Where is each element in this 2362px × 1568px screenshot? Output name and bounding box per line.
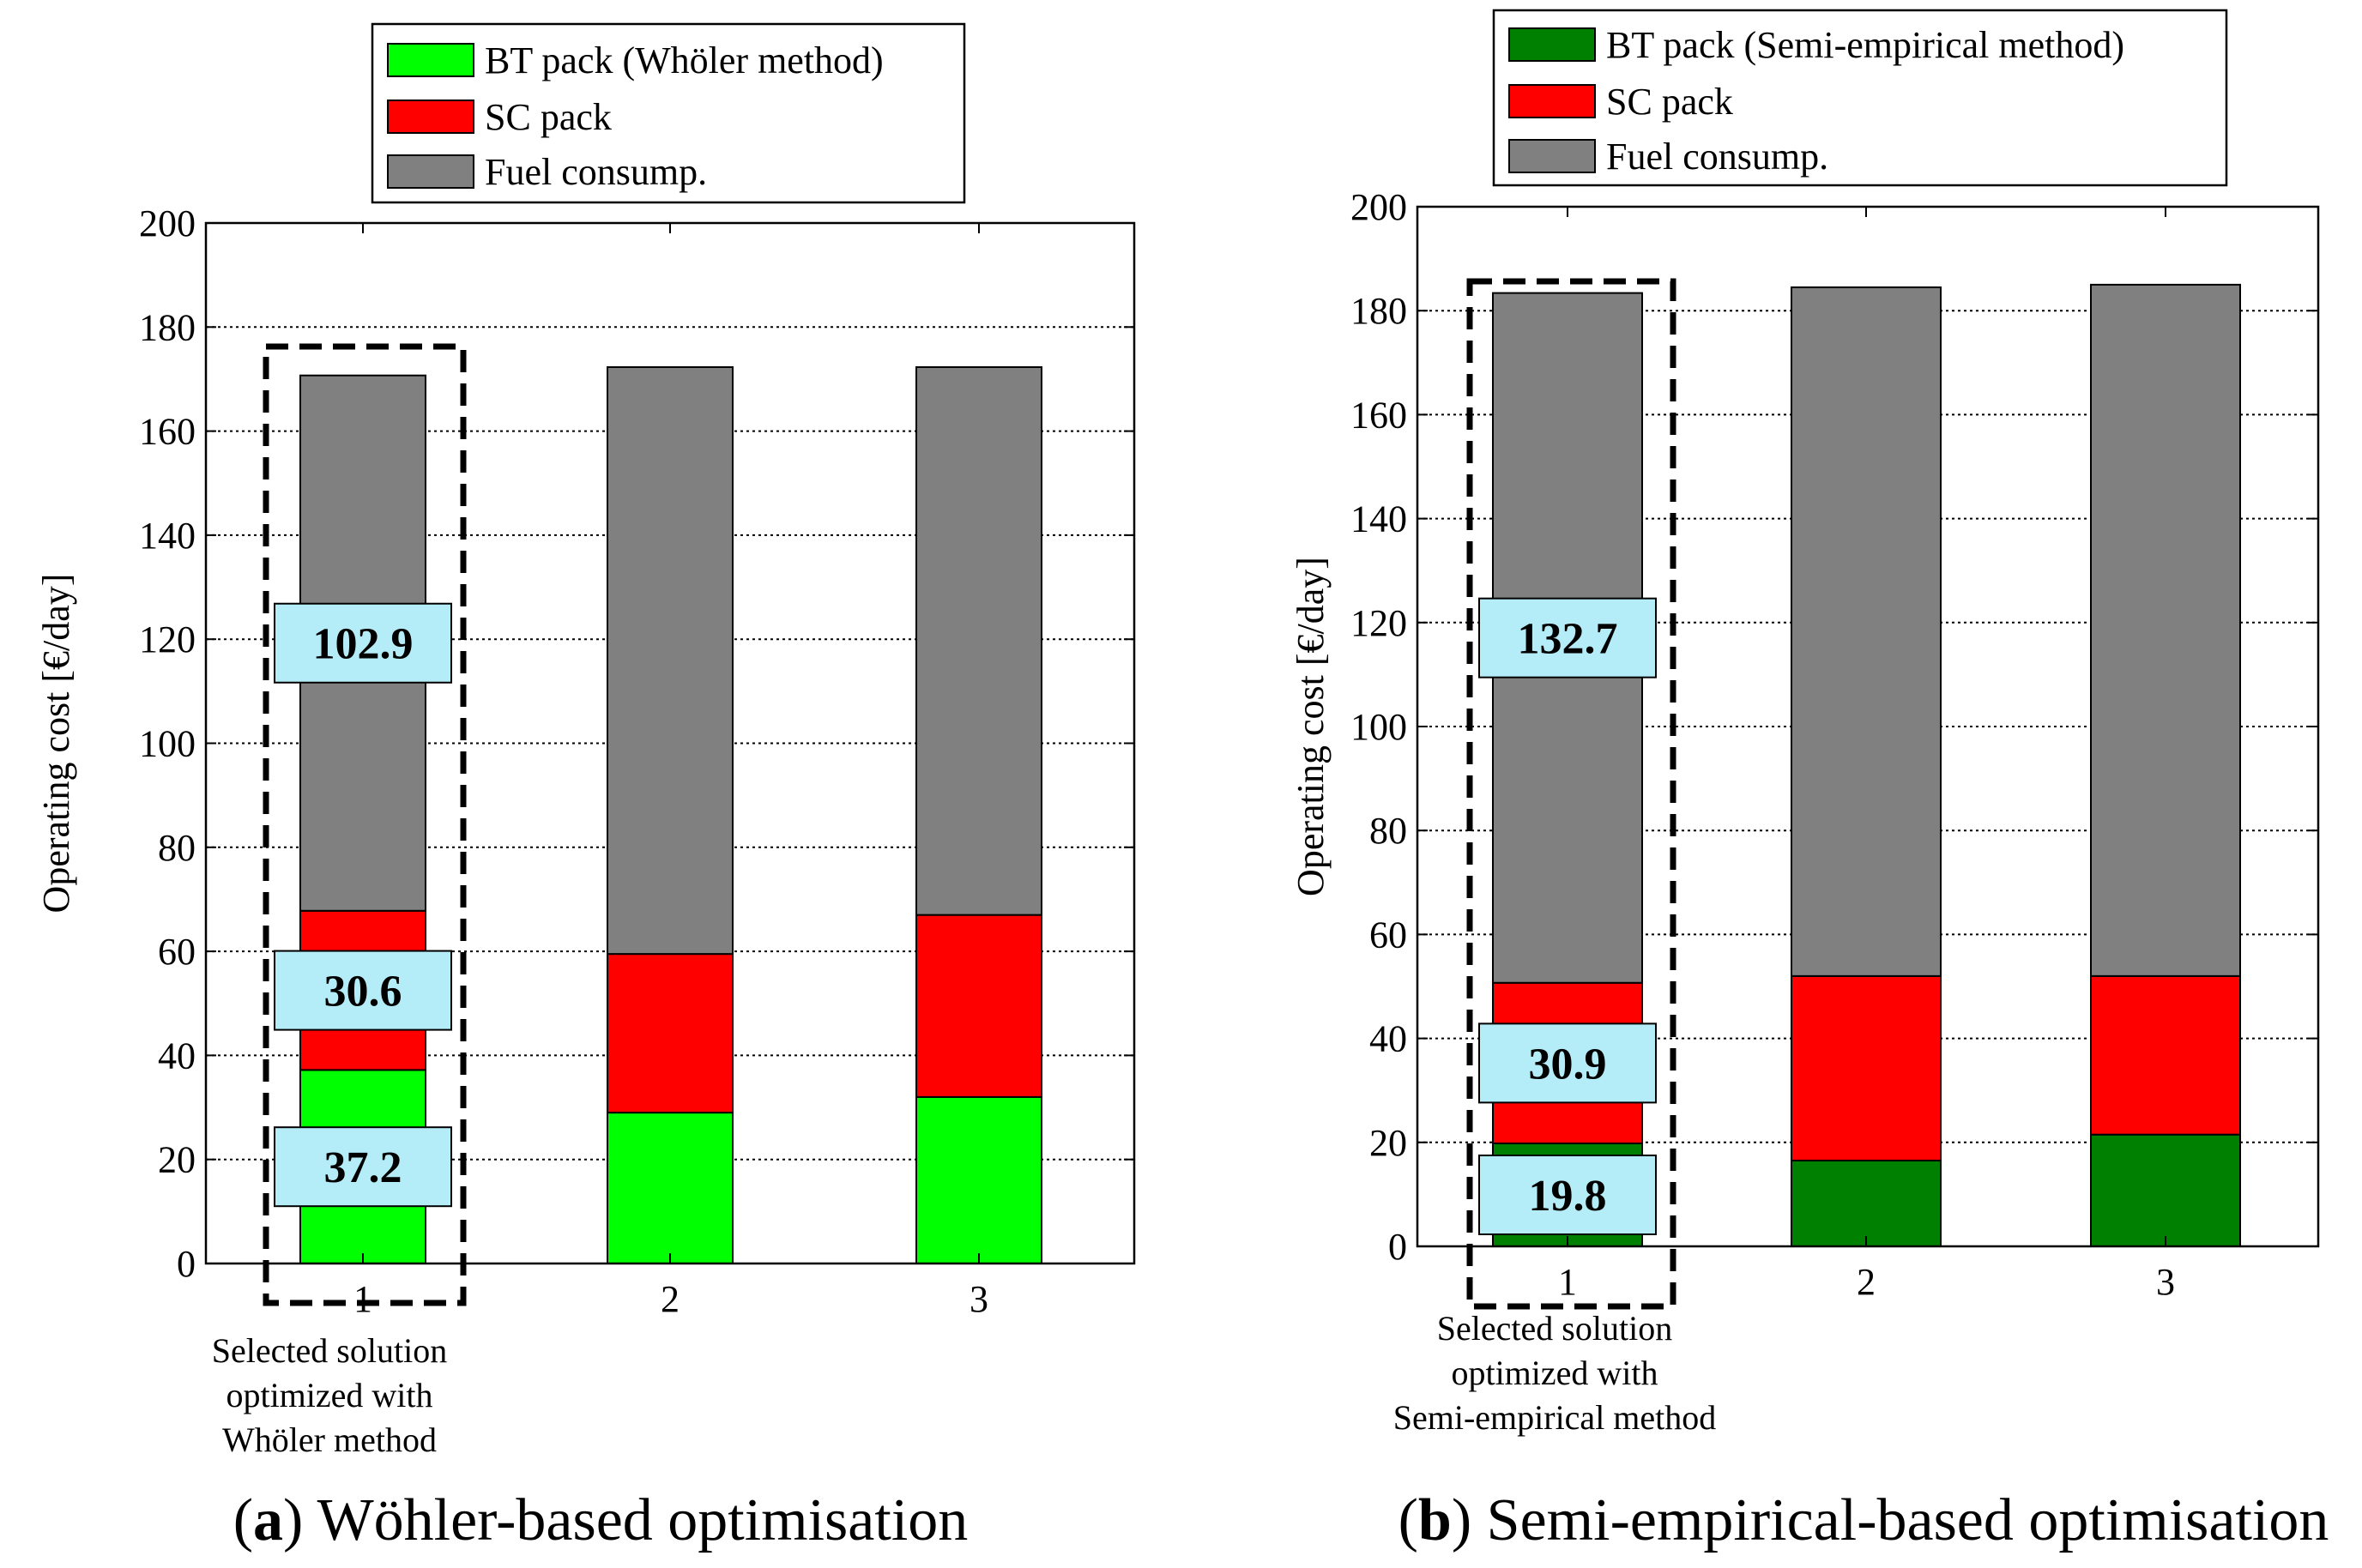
value-callout-label: 30.9	[1529, 1040, 1607, 1089]
value-callout-label: 132.7	[1518, 615, 1618, 664]
panel-caption: (b) Semi-empirical-based optimisation	[1398, 1487, 2329, 1553]
value-callout-box	[274, 1126, 452, 1208]
selected-solution-note: Whöler method	[222, 1420, 437, 1459]
bar-segment-bt-2	[1791, 1160, 1942, 1248]
y-tick-label: 120	[1350, 602, 1407, 644]
x-tick-label: 3	[970, 1278, 988, 1320]
legend-swatch	[387, 100, 474, 134]
y-tick-label: 100	[1350, 706, 1407, 748]
y-tick-label: 0	[1388, 1226, 1407, 1268]
selected-solution-highlight	[263, 343, 467, 1306]
legend-label: SC pack	[485, 96, 612, 138]
selected-solution-note: Selected solution	[1437, 1309, 1672, 1348]
plot-frame	[1416, 205, 2320, 1248]
bar-segment-bt-3	[915, 1095, 1042, 1265]
selected-solution-highlight	[1466, 278, 1676, 1310]
bar-segment-fuel-3	[915, 366, 1042, 916]
y-tick-label: 60	[158, 931, 196, 973]
value-callout-label: 19.8	[1529, 1172, 1607, 1221]
selected-solution-note: Selected solution	[212, 1331, 447, 1370]
bar-segment-sc-3	[915, 914, 1042, 1098]
chart-panel-a: 0 20 40 60 80 100 120 140 160 180 200 1 2 3 37.2 30.6 10…	[35, 22, 1136, 1553]
bar-segment-fuel-3	[2090, 283, 2241, 977]
legend-label: BT pack (Whöler method)	[485, 39, 884, 81]
value-callout-box	[274, 950, 452, 1031]
legend-swatch	[387, 154, 474, 189]
y-tick-label: 100	[139, 723, 196, 765]
bar-segment-sc-3	[2090, 974, 2241, 1136]
y-tick-label: 160	[1350, 394, 1407, 436]
y-tick-label: 80	[158, 827, 196, 869]
panel-label: a	[253, 1487, 283, 1553]
bar-segment-sc-2	[607, 953, 734, 1114]
x-tick-label: 2	[661, 1278, 680, 1320]
legend-swatch	[1508, 139, 1596, 173]
bar-segment-fuel-2	[607, 366, 734, 956]
panel-caption: (a) Wöhler-based optimisation	[233, 1487, 969, 1553]
value-callout-label: 30.6	[324, 968, 402, 1016]
value-callout-label: 37.2	[324, 1143, 402, 1192]
y-tick-label: 160	[139, 411, 196, 453]
value-callout-box	[1478, 1022, 1657, 1104]
y-tick-label: 140	[1350, 498, 1407, 540]
legend-swatch	[1508, 27, 1596, 62]
legend: BT pack (Whöler method) SC pack Fuel consu…	[371, 22, 966, 204]
value-callout-box	[1478, 597, 1657, 678]
selected-solution-note: optimized with	[1451, 1354, 1658, 1392]
y-tick-label: 120	[139, 618, 196, 660]
legend: BT pack (Semi-empirical method) SC pack Fu…	[1492, 9, 2228, 187]
panel-caption-text: ) Semi-empirical-based optimisation	[1452, 1487, 2329, 1553]
y-tick-label: 140	[139, 515, 196, 557]
y-axis-title: Operating cost [€/day]	[1290, 557, 1332, 896]
x-tick-label: 1	[353, 1278, 372, 1320]
y-axis-title: Operating cost [€/day]	[35, 574, 77, 914]
value-callout-box	[274, 602, 452, 684]
selected-solution-note: optimized with	[226, 1376, 432, 1414]
chart-panel-b: 0 20 40 60 80 100 120 140 160 180 200 1 2 3 19.8 30.9 13…	[1290, 9, 2329, 1553]
legend-label: BT pack (Semi-empirical method)	[1606, 24, 2124, 66]
x-tick-label: 2	[1857, 1261, 1876, 1303]
bar-segment-bt-3	[2090, 1133, 2241, 1247]
plot-frame	[204, 221, 1136, 1265]
bar-segment-fuel-2	[1791, 286, 1942, 977]
y-tick-label: 180	[1350, 290, 1407, 332]
bar-segment-sc-2	[1791, 974, 1942, 1162]
selected-solution-note: Semi-empirical method	[1393, 1398, 1717, 1437]
y-tick-label: 20	[1369, 1122, 1407, 1164]
y-tick-label: 200	[1350, 186, 1407, 228]
y-tick-label: 60	[1369, 914, 1407, 956]
bar-segment-bt-2	[607, 1112, 734, 1264]
y-tick-label: 40	[1369, 1018, 1407, 1060]
y-tick-label: 0	[177, 1243, 196, 1285]
y-tick-label: 40	[158, 1034, 196, 1076]
legend-swatch	[387, 43, 474, 77]
panel-label: b	[1418, 1487, 1452, 1553]
legend-label: Fuel consump.	[485, 151, 707, 193]
legend-label: Fuel consump.	[1606, 136, 1828, 178]
x-tick-label: 1	[1558, 1261, 1577, 1303]
legend-swatch	[1508, 84, 1596, 118]
y-tick-label: 200	[139, 202, 196, 244]
legend-label: SC pack	[1606, 81, 1733, 123]
legend-frame	[1492, 9, 2228, 187]
value-callout-label: 102.9	[313, 620, 414, 669]
value-callout-box	[1478, 1155, 1657, 1236]
y-tick-label: 20	[158, 1139, 196, 1181]
panel-caption-text: ) Wöhler-based optimisation	[283, 1487, 968, 1553]
y-tick-label: 180	[139, 306, 196, 348]
y-tick-label: 80	[1369, 810, 1407, 852]
x-tick-label: 3	[2156, 1261, 2175, 1303]
